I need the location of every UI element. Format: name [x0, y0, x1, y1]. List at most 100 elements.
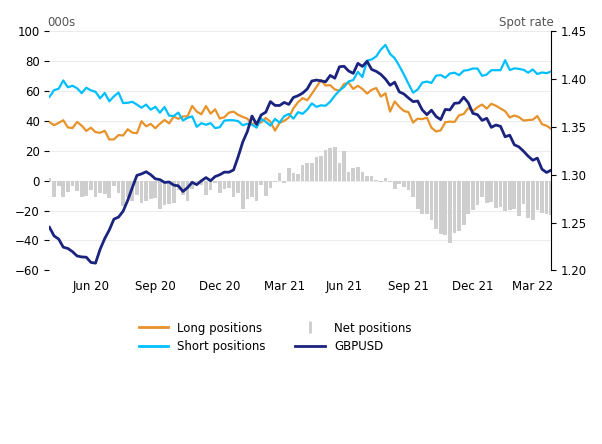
- Bar: [61, 181, 65, 197]
- Bar: [485, 181, 489, 203]
- Bar: [512, 181, 516, 209]
- Bar: [199, 181, 203, 185]
- Bar: [305, 163, 309, 181]
- Bar: [103, 181, 107, 194]
- Bar: [393, 181, 397, 189]
- Bar: [526, 181, 530, 218]
- Bar: [167, 181, 171, 204]
- Bar: [218, 181, 222, 193]
- Bar: [328, 148, 332, 181]
- Bar: [185, 181, 190, 201]
- Bar: [209, 181, 213, 190]
- Bar: [540, 181, 544, 213]
- Bar: [476, 181, 479, 205]
- Bar: [89, 181, 93, 190]
- Bar: [273, 181, 277, 182]
- Bar: [108, 181, 111, 198]
- Bar: [517, 181, 521, 216]
- Bar: [352, 167, 355, 181]
- Bar: [462, 181, 465, 226]
- Bar: [154, 181, 157, 198]
- Bar: [434, 181, 438, 229]
- Bar: [503, 181, 507, 211]
- Bar: [296, 174, 300, 181]
- Bar: [453, 181, 456, 233]
- Bar: [57, 181, 61, 186]
- Bar: [531, 181, 535, 220]
- Bar: [52, 181, 56, 197]
- Bar: [117, 181, 120, 193]
- Bar: [545, 181, 548, 214]
- Bar: [301, 165, 305, 181]
- Bar: [430, 181, 433, 220]
- Legend: Long positions, Short positions, Net positions, GBPUSD: Long positions, Short positions, Net pos…: [134, 317, 417, 358]
- Bar: [223, 181, 226, 189]
- Text: Spot rate: Spot rate: [499, 16, 554, 29]
- Bar: [480, 181, 484, 197]
- Bar: [365, 176, 369, 181]
- Bar: [250, 181, 254, 197]
- Bar: [356, 167, 359, 181]
- Bar: [172, 181, 176, 203]
- Bar: [467, 181, 470, 214]
- Bar: [227, 181, 231, 188]
- Bar: [131, 181, 134, 201]
- Bar: [416, 181, 420, 210]
- Bar: [508, 181, 512, 210]
- Bar: [444, 181, 447, 235]
- Bar: [80, 181, 84, 197]
- Bar: [347, 172, 350, 181]
- Bar: [98, 181, 102, 193]
- Bar: [190, 181, 194, 189]
- Bar: [70, 181, 74, 186]
- Bar: [163, 181, 166, 205]
- Bar: [420, 181, 424, 214]
- Bar: [237, 181, 240, 194]
- Bar: [338, 163, 341, 181]
- Bar: [264, 181, 268, 196]
- Bar: [406, 181, 411, 190]
- Bar: [370, 176, 373, 181]
- Bar: [411, 181, 415, 197]
- Bar: [333, 147, 337, 181]
- Bar: [536, 181, 539, 210]
- Bar: [195, 181, 199, 182]
- Bar: [112, 181, 116, 186]
- Bar: [439, 181, 442, 234]
- Text: 000s: 000s: [47, 16, 75, 29]
- Bar: [181, 181, 185, 195]
- Bar: [291, 173, 295, 181]
- Bar: [549, 181, 553, 215]
- Bar: [246, 181, 249, 199]
- Bar: [361, 172, 364, 181]
- Bar: [379, 181, 383, 182]
- Bar: [241, 181, 244, 209]
- Bar: [471, 181, 475, 210]
- Bar: [213, 181, 217, 183]
- Bar: [342, 151, 346, 181]
- Bar: [268, 181, 272, 188]
- Bar: [255, 181, 258, 201]
- Bar: [176, 181, 180, 190]
- Bar: [84, 181, 88, 196]
- Bar: [232, 181, 235, 197]
- Bar: [494, 181, 498, 208]
- Bar: [310, 163, 314, 181]
- Bar: [489, 181, 493, 202]
- Bar: [287, 168, 291, 181]
- Bar: [75, 181, 79, 191]
- Bar: [259, 181, 263, 185]
- Bar: [388, 181, 392, 182]
- Bar: [149, 181, 152, 199]
- Bar: [158, 181, 162, 209]
- Bar: [458, 181, 461, 231]
- Bar: [319, 156, 323, 181]
- Bar: [397, 181, 401, 184]
- Bar: [278, 173, 282, 181]
- Bar: [522, 181, 526, 204]
- Bar: [448, 181, 452, 243]
- Bar: [135, 181, 139, 195]
- Bar: [315, 157, 318, 181]
- Bar: [282, 181, 286, 183]
- Bar: [126, 181, 129, 197]
